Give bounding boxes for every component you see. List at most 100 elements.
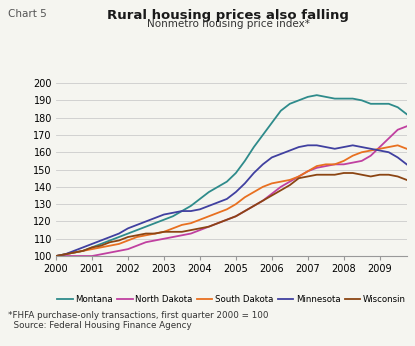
Montana	[188, 204, 193, 208]
South Dakota	[98, 245, 103, 249]
South Dakota	[171, 226, 176, 230]
Montana	[332, 97, 337, 101]
Line: South Dakota: South Dakota	[56, 145, 407, 256]
Minnesota	[134, 223, 139, 227]
South Dakota	[179, 223, 184, 227]
North Dakota	[323, 164, 328, 168]
Minnesota	[81, 245, 85, 249]
South Dakota	[71, 251, 76, 255]
Wisconsin	[117, 238, 122, 243]
South Dakota	[287, 178, 292, 182]
North Dakota	[296, 174, 301, 179]
South Dakota	[323, 162, 328, 166]
South Dakota	[278, 180, 283, 184]
Montana	[251, 145, 256, 149]
North Dakota	[404, 124, 409, 128]
Wisconsin	[125, 235, 130, 239]
Wisconsin	[359, 173, 364, 177]
Montana	[377, 102, 382, 106]
Text: Chart 5: Chart 5	[8, 9, 47, 19]
Wisconsin	[287, 183, 292, 187]
Wisconsin	[152, 231, 157, 236]
Minnesota	[144, 219, 149, 224]
Minnesota	[117, 231, 122, 236]
Montana	[287, 102, 292, 106]
Montana	[206, 190, 211, 194]
North Dakota	[63, 254, 68, 258]
South Dakota	[305, 169, 310, 173]
Montana	[98, 242, 103, 246]
Minnesota	[206, 204, 211, 208]
South Dakota	[188, 221, 193, 225]
Montana	[395, 105, 400, 109]
Montana	[305, 95, 310, 99]
Montana	[90, 245, 95, 249]
North Dakota	[386, 136, 391, 140]
Minnesota	[233, 190, 238, 194]
Montana	[134, 228, 139, 232]
Minnesota	[161, 212, 166, 217]
North Dakota	[152, 238, 157, 243]
Wisconsin	[314, 173, 319, 177]
Wisconsin	[395, 174, 400, 179]
South Dakota	[81, 249, 85, 253]
Line: Montana: Montana	[56, 95, 407, 256]
Minnesota	[125, 226, 130, 230]
Montana	[161, 218, 166, 222]
Montana	[152, 221, 157, 225]
Wisconsin	[63, 252, 68, 256]
South Dakota	[144, 233, 149, 237]
North Dakota	[225, 218, 229, 222]
South Dakota	[269, 181, 274, 185]
Montana	[171, 214, 176, 218]
Minnesota	[305, 143, 310, 147]
Wisconsin	[332, 173, 337, 177]
North Dakota	[134, 244, 139, 248]
Wisconsin	[206, 225, 211, 229]
Minnesota	[198, 207, 203, 211]
North Dakota	[117, 249, 122, 253]
South Dakota	[350, 154, 355, 158]
Minnesota	[377, 148, 382, 153]
Minnesota	[54, 254, 59, 258]
Minnesota	[107, 235, 112, 239]
Montana	[125, 231, 130, 236]
North Dakota	[54, 254, 59, 258]
North Dakota	[71, 254, 76, 258]
Wisconsin	[233, 214, 238, 218]
North Dakota	[242, 209, 247, 213]
Wisconsin	[179, 230, 184, 234]
Montana	[350, 97, 355, 101]
North Dakota	[377, 145, 382, 149]
North Dakota	[179, 233, 184, 237]
Montana	[144, 225, 149, 229]
Wisconsin	[278, 188, 283, 192]
Minnesota	[386, 150, 391, 154]
Legend: Montana, North Dakota, South Dakota, Minnesota, Wisconsin: Montana, North Dakota, South Dakota, Min…	[54, 291, 409, 307]
Minnesota	[63, 252, 68, 256]
Montana	[54, 254, 59, 258]
Minnesota	[90, 242, 95, 246]
Montana	[198, 197, 203, 201]
North Dakota	[233, 214, 238, 218]
Wisconsin	[368, 174, 373, 179]
Wisconsin	[242, 209, 247, 213]
North Dakota	[287, 180, 292, 184]
Wisconsin	[341, 171, 346, 175]
South Dakota	[341, 159, 346, 163]
North Dakota	[350, 161, 355, 165]
Minnesota	[332, 147, 337, 151]
Text: *FHFA purchase-only transactions, first quarter 2000 = 100: *FHFA purchase-only transactions, first …	[8, 311, 269, 320]
Wisconsin	[81, 249, 85, 253]
Wisconsin	[98, 244, 103, 248]
North Dakota	[332, 162, 337, 166]
Minnesota	[171, 211, 176, 215]
Montana	[359, 98, 364, 102]
South Dakota	[90, 247, 95, 251]
Montana	[71, 251, 76, 255]
Wisconsin	[305, 174, 310, 179]
Wisconsin	[215, 221, 220, 225]
Montana	[242, 159, 247, 163]
South Dakota	[152, 231, 157, 236]
Minnesota	[269, 155, 274, 160]
